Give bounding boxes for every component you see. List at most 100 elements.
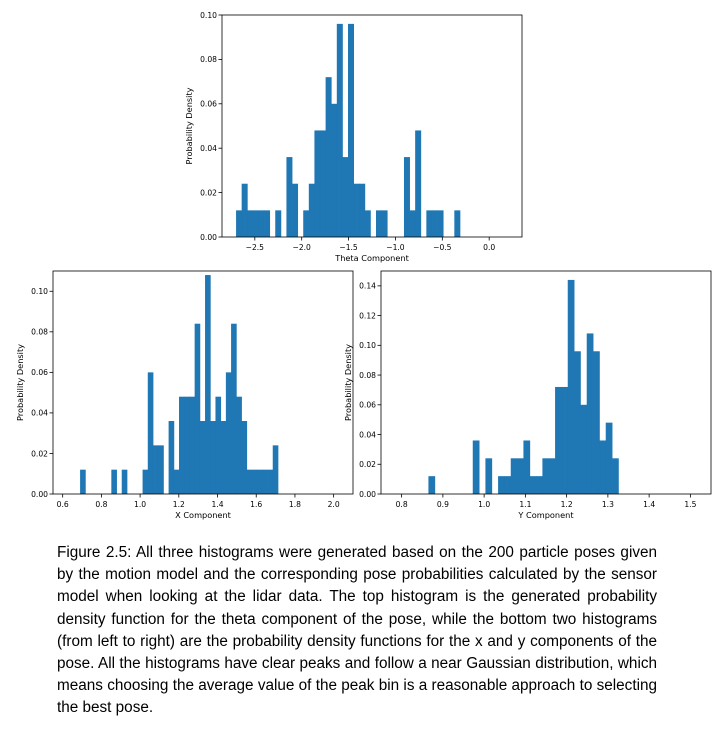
histogram-bar — [80, 469, 86, 494]
histogram-bar — [320, 130, 327, 237]
y-tick-label: 0.02 — [359, 460, 376, 469]
histogram-bar — [561, 386, 569, 494]
histogram-bar — [275, 210, 282, 237]
histogram-bar — [257, 469, 263, 494]
histogram-bar — [431, 210, 438, 237]
y-tick-label: 0.14 — [359, 282, 376, 291]
y-tick-label: 0.00 — [31, 490, 48, 499]
histogram-bar — [314, 130, 321, 237]
histogram-bar — [152, 445, 159, 494]
histogram-bar — [529, 476, 537, 494]
histogram-bar — [548, 458, 556, 494]
histogram-bar — [205, 275, 211, 494]
histogram-bar — [241, 183, 248, 237]
histogram-bar — [331, 103, 338, 237]
y-axis-label: Probability Density — [15, 344, 25, 421]
axes-frame — [52, 270, 354, 495]
histogram-bar — [292, 183, 299, 237]
histogram-bar — [599, 440, 607, 494]
y-tick-label: 0.08 — [200, 55, 217, 64]
x-tick-label: 1.0 — [134, 500, 146, 509]
x-tick-label: 0.8 — [95, 500, 107, 509]
y-tick-label: 0.08 — [31, 328, 48, 337]
histogram-bar — [168, 421, 175, 494]
histogram-bar — [426, 210, 433, 237]
y-tick-label: 0.12 — [359, 311, 376, 320]
histogram-bar — [364, 210, 371, 237]
histogram-bar — [147, 372, 154, 494]
histogram-bar — [220, 421, 227, 494]
histogram-bar — [142, 469, 149, 494]
histogram-bar — [252, 210, 259, 237]
x-axis-label: Y Component — [517, 510, 574, 520]
histogram-bar — [225, 372, 232, 494]
x-axis-label: X Component — [175, 510, 232, 520]
x-tick-label: 2.0 — [328, 500, 340, 509]
histogram-bar — [325, 77, 332, 237]
histogram-bar — [510, 458, 518, 494]
x-tick-label: 1.4 — [643, 500, 655, 509]
histogram-bar — [247, 210, 254, 237]
x-tick-label: −2.5 — [246, 243, 265, 252]
histogram-bar — [485, 458, 493, 494]
histogram-bar — [542, 458, 550, 494]
x-tick-label: 1.0 — [478, 500, 490, 509]
histogram-bar — [308, 183, 315, 237]
x-tick-label: 1.2 — [173, 500, 185, 509]
histogram-bar — [353, 183, 360, 237]
histogram-bar — [428, 476, 436, 494]
histogram-bar — [409, 210, 416, 237]
x-tick-label: 1.6 — [250, 500, 262, 509]
theta-histogram: −2.5 −2.0 −1.5 −1.0 −0.5 0.0 0.00 0.02 0.04 0.06 0… — [184, 11, 523, 263]
histogram-bar — [517, 458, 524, 494]
x-tick-label: 1.8 — [289, 500, 301, 509]
histogram-bar — [264, 210, 271, 237]
histogram-bar — [375, 210, 382, 237]
histogram-bar — [555, 386, 562, 494]
x-tick-label: 1.3 — [602, 500, 614, 509]
histogram-bar — [580, 404, 588, 494]
histogram-bar — [241, 421, 248, 494]
x-tick-label: 1.2 — [561, 500, 573, 509]
histogram-bar — [286, 157, 293, 237]
histogram-bar — [121, 469, 128, 494]
y-tick-label: 0.06 — [200, 100, 217, 109]
histogram-bar — [210, 421, 216, 494]
histogram-bar — [437, 210, 444, 237]
y-tick-label: 0.06 — [31, 368, 48, 377]
x-tick-label: −1.5 — [339, 243, 358, 252]
histogram-bar — [179, 396, 185, 494]
x-tick-label: 1.1 — [519, 500, 531, 509]
histogram-bar — [612, 458, 619, 494]
x-tick-label: 0.9 — [437, 500, 449, 509]
histogram-bar — [415, 130, 422, 237]
histogram-bar — [215, 396, 222, 494]
histogram-bar — [194, 323, 201, 494]
histogram-bar — [454, 210, 461, 237]
figure-caption: Figure 2.5: All three histograms were ge… — [57, 544, 657, 717]
x-tick-label: −1.0 — [386, 243, 405, 252]
histogram-bar — [605, 422, 613, 494]
histogram-bar — [472, 440, 480, 494]
axes-frame — [221, 14, 523, 238]
x-tick-label: −0.5 — [433, 243, 452, 252]
histogram-bar — [336, 23, 343, 237]
y-tick-label: 0.08 — [359, 371, 376, 380]
histogram-bar — [523, 440, 531, 494]
x-histogram: 0.6 0.8 1.0 1.2 1.4 1.6 1.8 2.0 0.00 0.02 0.04 0.06… — [15, 270, 354, 520]
histogram-bar — [342, 157, 349, 237]
x-tick-label: 0.0 — [483, 243, 495, 252]
histogram-bar — [593, 351, 600, 494]
histogram-bar — [246, 469, 253, 494]
y-tick-label: 0.02 — [31, 449, 48, 458]
y-tick-label: 0.00 — [200, 233, 217, 242]
y-histogram: 0.8 0.9 1.0 1.1 1.2 1.3 1.4 1.5 0.00 0.02 0.04 0.06… — [343, 270, 712, 520]
y-tick-label: 0.10 — [200, 11, 217, 20]
histogram-bar — [381, 210, 388, 237]
histogram-bar — [173, 469, 180, 494]
x-tick-label: 1.4 — [211, 500, 223, 509]
histogram-bar — [303, 210, 310, 237]
y-tick-label: 0.06 — [359, 401, 376, 410]
histogram-bar — [184, 396, 190, 494]
histogram-bar — [251, 469, 258, 494]
